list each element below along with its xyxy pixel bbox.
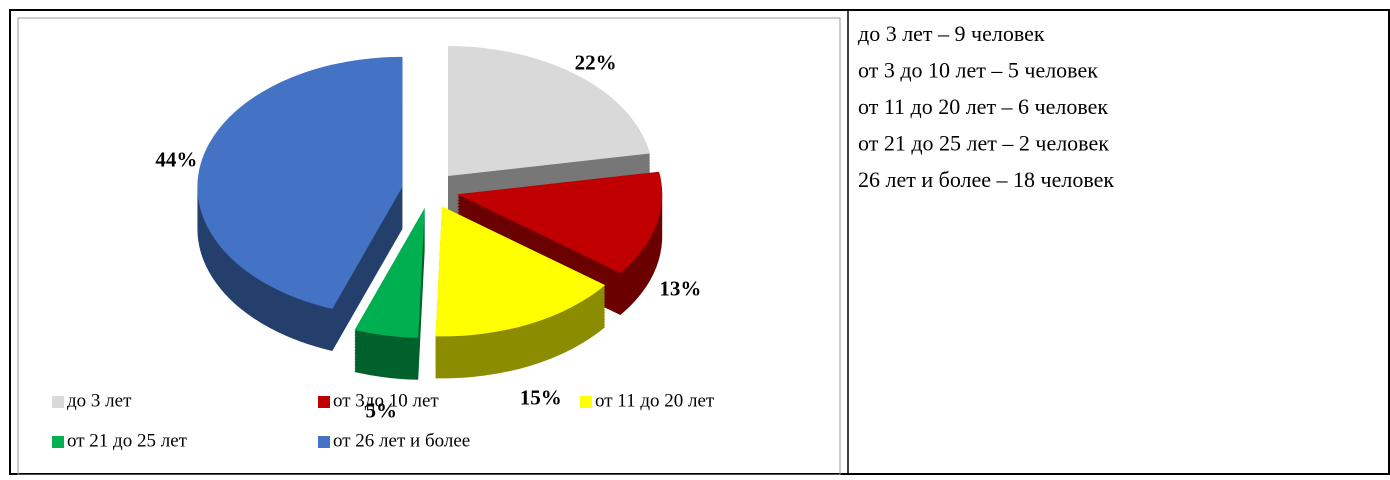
legend-label: от 11 до 20 лет: [595, 390, 715, 411]
slice: [457, 171, 663, 274]
legend-swatch: [580, 396, 592, 408]
data-label: 44%: [155, 147, 197, 171]
text-line: от 3 до 10 лет – 5 человек: [858, 58, 1098, 83]
legend-swatch: [52, 396, 64, 408]
data-label: 22%: [575, 50, 617, 74]
legend-swatch: [52, 436, 64, 448]
slice: [354, 207, 425, 338]
legend-label: от 3до 10 лет: [333, 390, 439, 411]
legend-swatch: [318, 436, 330, 448]
legend-label: от 26 лет и более: [333, 430, 470, 451]
table-border: [9, 9, 1390, 475]
data-label: 5%: [365, 399, 397, 423]
data-label: 13%: [659, 276, 701, 300]
text-line: до 3 лет – 9 человек: [858, 21, 1045, 46]
text-line: 26 лет и более – 18 человек: [858, 167, 1114, 192]
slice: [435, 206, 606, 337]
text-lines: до 3 лет – 9 человек от 3 до 10 лет – 5 ч…: [858, 21, 1114, 192]
data-label: 15%: [520, 386, 562, 410]
text-line: от 11 до 20 лет – 6 человек: [858, 94, 1108, 119]
legend-label: от 21 до 25 лет: [67, 430, 188, 451]
legend-swatch: [318, 396, 330, 408]
text-line: от 21 до 25 лет – 2 человек: [858, 131, 1109, 156]
legend-label: до 3 лет: [67, 390, 132, 411]
slice: [197, 56, 403, 309]
slice: [447, 46, 650, 177]
